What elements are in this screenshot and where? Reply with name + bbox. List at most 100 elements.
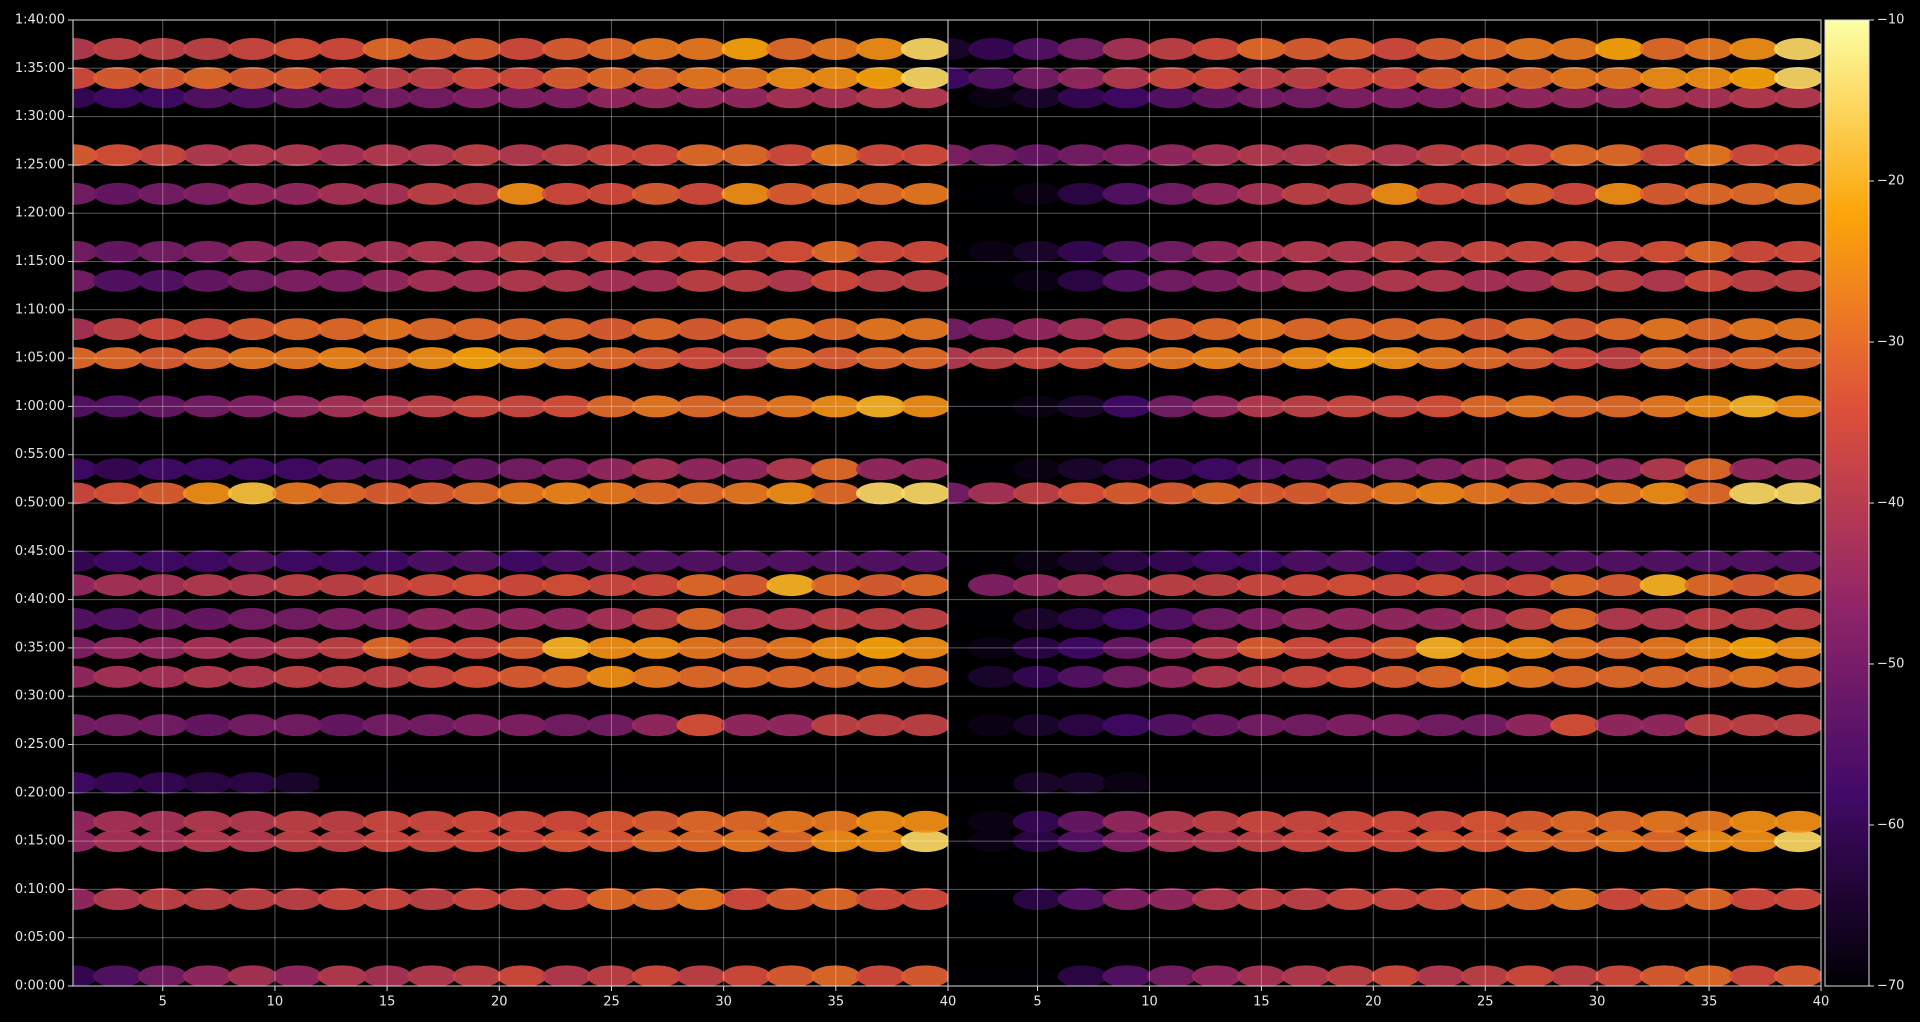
cell	[362, 830, 412, 853]
colorbar-tick-label: −30	[1877, 335, 1904, 350]
cell	[1102, 636, 1152, 659]
cell	[93, 482, 143, 505]
cell	[811, 395, 861, 418]
cell	[1102, 574, 1152, 597]
cell	[631, 269, 682, 292]
cell	[1371, 772, 1421, 795]
cell	[1281, 482, 1331, 505]
cell	[541, 269, 592, 292]
cell	[766, 574, 816, 597]
cell	[1505, 772, 1555, 795]
cell	[1594, 607, 1645, 630]
cell	[586, 574, 637, 597]
cell	[1639, 240, 1689, 263]
cell	[721, 395, 771, 418]
y-tick-label: 1:35:00	[15, 61, 65, 76]
cell	[452, 772, 502, 795]
cell	[766, 772, 816, 795]
cell	[1281, 240, 1331, 263]
cell	[721, 549, 771, 572]
cell	[631, 182, 682, 205]
cell	[1102, 66, 1152, 89]
cell	[856, 574, 906, 597]
cell	[900, 86, 948, 109]
cell	[93, 144, 143, 167]
cell	[968, 458, 1018, 481]
cell	[1371, 37, 1421, 60]
cell	[1236, 830, 1287, 853]
cell	[497, 37, 547, 60]
cell	[1102, 144, 1152, 167]
cell	[1147, 574, 1197, 597]
cell	[1505, 66, 1555, 89]
cell	[541, 318, 592, 341]
cell	[1057, 66, 1107, 89]
cell	[1415, 965, 1466, 986]
cell	[676, 965, 726, 986]
cell	[1191, 318, 1242, 341]
cell	[93, 607, 143, 630]
cell	[1415, 395, 1466, 418]
cell	[1281, 395, 1331, 418]
cell	[138, 830, 188, 853]
cell	[272, 772, 323, 795]
y-tick-label: 0:00:00	[15, 979, 65, 994]
cell	[811, 549, 861, 572]
cell	[362, 482, 412, 505]
cell	[968, 347, 1018, 370]
cell	[1326, 549, 1376, 572]
cell	[676, 144, 726, 167]
cell	[1147, 395, 1197, 418]
cell	[676, 772, 726, 795]
cell	[1057, 86, 1107, 109]
cell	[1102, 182, 1152, 205]
cell	[766, 37, 816, 60]
cell	[452, 37, 502, 60]
cell	[1057, 144, 1107, 167]
cell	[811, 965, 861, 986]
cell	[721, 37, 771, 60]
cell	[1326, 182, 1376, 205]
cell	[1281, 574, 1331, 597]
cell	[73, 665, 98, 688]
cell	[317, 549, 367, 572]
cell	[362, 395, 412, 418]
cell	[856, 144, 906, 167]
cell	[948, 37, 973, 60]
cell	[1505, 318, 1555, 341]
cell	[721, 458, 771, 481]
cell	[407, 549, 457, 572]
cell	[362, 37, 412, 60]
cell	[1191, 458, 1242, 481]
cell	[272, 269, 323, 292]
cell	[721, 714, 771, 737]
cell	[586, 965, 637, 986]
cell	[1057, 318, 1107, 341]
y-tick-label: 0:20:00	[15, 785, 65, 800]
cell	[1057, 714, 1107, 737]
cell	[73, 636, 98, 659]
cell	[1594, 636, 1645, 659]
cell	[1550, 318, 1600, 341]
cell	[948, 830, 973, 853]
cell	[1550, 86, 1600, 109]
cell	[586, 458, 637, 481]
cell	[1639, 482, 1689, 505]
cell	[182, 86, 233, 109]
cell	[1102, 549, 1152, 572]
cell	[182, 965, 233, 986]
cell	[1505, 636, 1555, 659]
cell	[407, 182, 457, 205]
cell	[1057, 888, 1107, 911]
cell	[73, 482, 98, 505]
cell	[856, 240, 906, 263]
cell	[93, 549, 143, 572]
cell	[1594, 458, 1645, 481]
cell	[900, 240, 948, 263]
cell	[227, 714, 278, 737]
cell	[1460, 888, 1510, 911]
cell	[1550, 607, 1600, 630]
cell	[968, 888, 1018, 911]
cell	[856, 37, 906, 60]
